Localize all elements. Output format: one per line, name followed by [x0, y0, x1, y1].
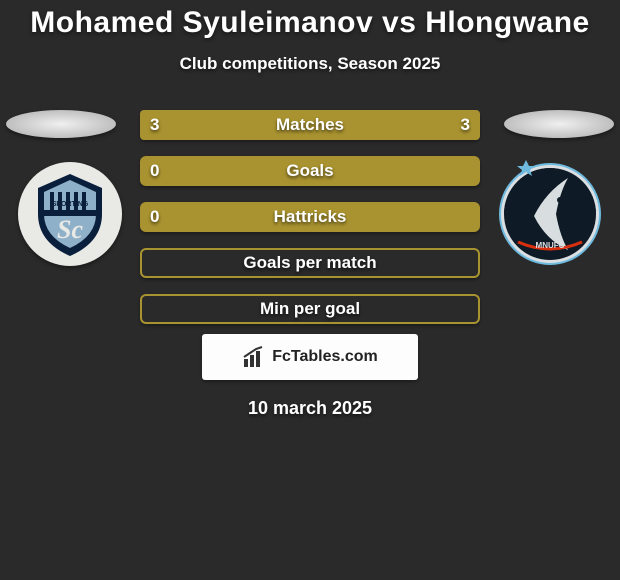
- page-subtitle: Club competitions, Season 2025: [0, 54, 620, 74]
- svg-text:SPORTING: SPORTING: [52, 201, 89, 208]
- crest-right: MNUFC: [498, 162, 602, 266]
- stat-value-left: 0: [150, 161, 159, 181]
- stat-bars: 3 Matches 3 0 Goals 0 Hattricks Goals per match…: [140, 110, 480, 340]
- match-date: 10 march 2025: [0, 398, 620, 419]
- stat-row-goals-per-match: Goals per match: [140, 248, 480, 278]
- minnesota-united-crest-icon: MNUFC: [498, 148, 602, 280]
- page-title: Mohamed Syuleimanov vs Hlongwane: [0, 0, 620, 40]
- stat-label: Goals per match: [243, 253, 376, 273]
- stat-value-left: 3: [150, 115, 159, 135]
- stat-value-right: 3: [461, 115, 470, 135]
- stat-label: Matches: [276, 115, 344, 135]
- svg-text:Sc: Sc: [57, 215, 83, 244]
- svg-text:MNUFC: MNUFC: [536, 241, 565, 250]
- stat-value-left: 0: [150, 207, 159, 227]
- stat-label: Min per goal: [260, 299, 360, 319]
- crest-left: Sc SPORTING: [18, 162, 122, 266]
- stat-row-matches: 3 Matches 3: [140, 110, 480, 140]
- player-left-placeholder: [6, 110, 116, 138]
- branding-badge: FcTables.com: [202, 334, 418, 380]
- stat-label: Hattricks: [274, 207, 347, 227]
- branding-text: FcTables.com: [272, 348, 378, 366]
- stat-row-goals: 0 Goals: [140, 156, 480, 186]
- player-right-placeholder: [504, 110, 614, 138]
- sporting-kc-crest-icon: Sc SPORTING: [18, 162, 122, 266]
- stat-label: Goals: [286, 161, 333, 181]
- stat-row-min-per-goal: Min per goal: [140, 294, 480, 324]
- comparison-stage: Sc SPORTING MNUFC 3 Matches 3 0 Goals 0 Hattri…: [0, 110, 620, 330]
- bar-chart-icon: [242, 345, 266, 369]
- stat-row-hattricks: 0 Hattricks: [140, 202, 480, 232]
